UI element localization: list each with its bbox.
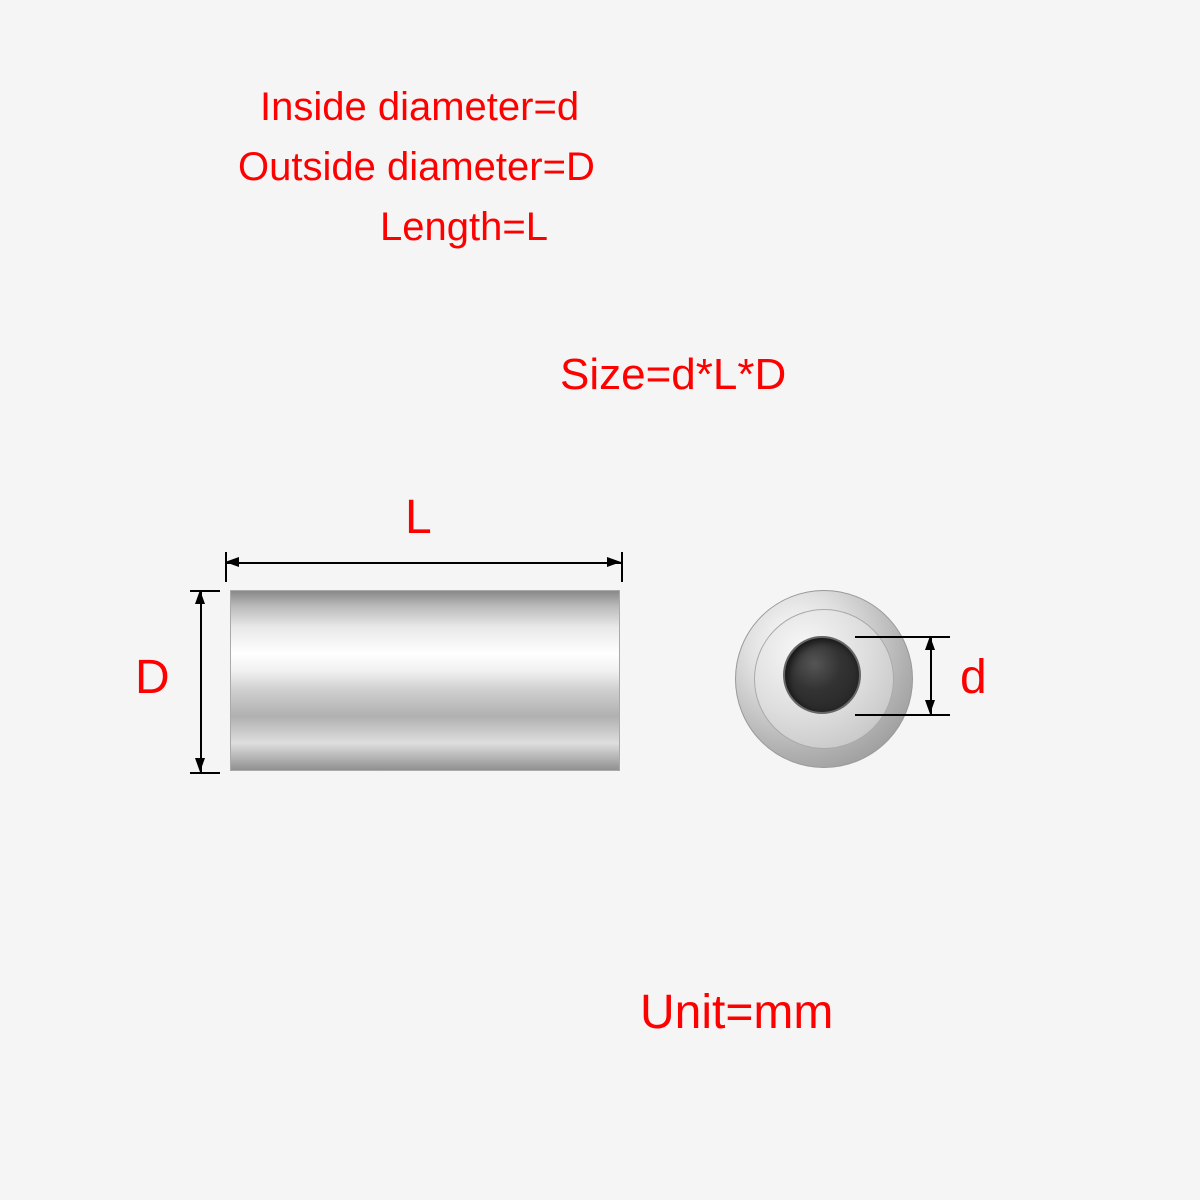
arrow-icon <box>925 636 935 650</box>
dim-line-D <box>200 590 202 772</box>
dim-tick <box>621 552 623 582</box>
legend-outside-diameter: Outside diameter=D <box>238 145 595 190</box>
label-L: L <box>405 490 432 545</box>
label-d: d <box>960 650 987 705</box>
dim-extension <box>855 636 930 638</box>
legend-inside-diameter: Inside diameter=d <box>260 85 579 130</box>
arrow-icon <box>607 557 621 567</box>
size-formula: Size=d*L*D <box>560 350 786 400</box>
dim-extension <box>855 714 930 716</box>
dim-tick <box>225 552 227 582</box>
arrow-icon <box>225 557 239 567</box>
cylinder-side-view <box>230 590 620 771</box>
unit-label: Unit=mm <box>640 985 833 1040</box>
label-D: D <box>135 650 170 705</box>
dim-tick <box>190 590 220 592</box>
dim-tick <box>190 772 220 774</box>
arrow-icon <box>195 758 205 772</box>
arrow-icon <box>925 700 935 714</box>
dim-line-L <box>225 562 621 564</box>
cylinder-bore <box>783 636 861 714</box>
legend-length: Length=L <box>380 205 548 250</box>
arrow-icon <box>195 590 205 604</box>
